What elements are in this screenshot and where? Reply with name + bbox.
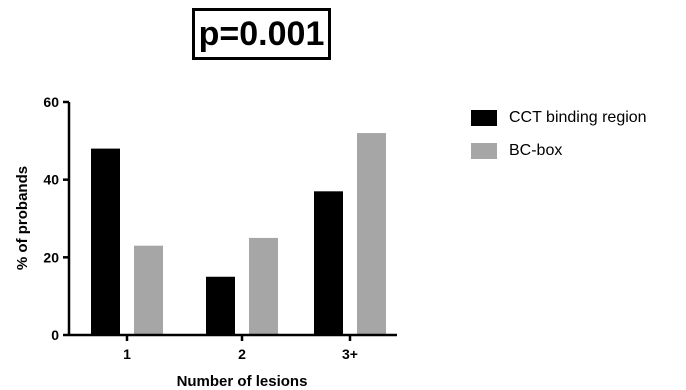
legend-label-bcbox: BC-box [509,142,563,159]
x-axis-label: Number of lesions [177,373,308,390]
bar-bcbox-3 [357,133,386,335]
x-ticks-group: 1 2 3+ [123,335,358,362]
bar-bcbox-1 [134,245,163,335]
y-tick-label: 40 [43,172,59,188]
y-tick-label: 60 [43,94,59,110]
y-tick-label: 0 [51,327,59,343]
bars-group [91,133,386,335]
legend-item-bcbox: BC-box [471,142,562,160]
y-axis-label: % of probands [14,166,31,270]
y-ticks-group: 0 20 40 60 [43,94,69,343]
x-tick-label: 2 [238,346,246,362]
legend-swatch-cct [471,110,497,126]
bar-cct-1 [91,148,120,335]
legend-item-cct: CCT binding region [471,109,647,127]
p-value-annotation: p=0.001 [192,8,331,60]
y-tick-label: 20 [43,249,59,265]
x-tick-label: 3+ [342,346,358,362]
legend-label-cct: CCT binding region [509,109,647,126]
x-tick-label: 1 [123,346,131,362]
bar-bcbox-2 [249,237,278,335]
bar-cct-2 [206,276,235,335]
legend-swatch-bcbox [471,143,497,159]
bar-cct-3 [314,191,343,335]
